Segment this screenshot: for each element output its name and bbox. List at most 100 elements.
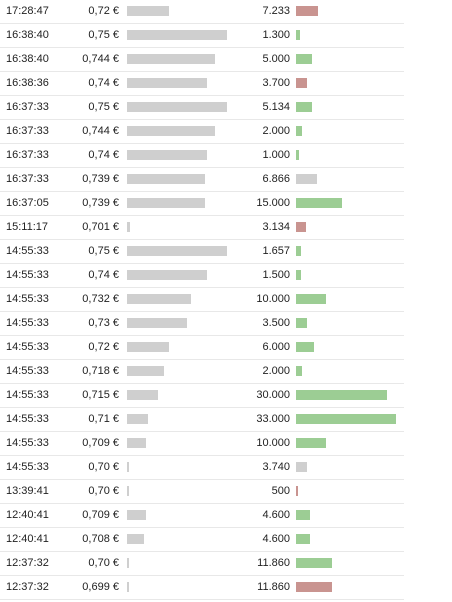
volume-bar-cell [296,528,404,551]
volume-bar [296,558,332,568]
trade-price: 0,744 € [82,53,119,65]
volume-bar-cell [296,336,404,359]
price-bar-cell [127,240,232,263]
price-bar-cell [127,312,232,335]
volume-bar [296,102,312,112]
volume-bar [296,462,307,472]
volume-bar [296,534,310,544]
price-bar [127,6,169,16]
trade-row: 14:55:33 0,74 € 1.500 [0,264,404,288]
volume-bar [296,582,332,592]
price-bar [127,390,158,400]
volume-bar [296,510,310,520]
volume-bar [296,222,306,232]
volume-bar [296,366,302,376]
volume-bar [296,150,299,160]
trade-price: 0,70 € [88,557,119,569]
trade-price: 0,74 € [88,149,119,161]
trade-time: 14:55:33 [6,437,49,449]
price-bar-cell [127,216,232,239]
trade-volume: 500 [271,485,290,497]
volume-bar-cell [296,216,404,239]
trade-time: 14:55:33 [6,341,49,353]
trade-volume: 10.000 [256,293,290,305]
trade-row: 16:37:05 0,739 € 15.000 [0,192,404,216]
volume-bar-cell [296,408,404,431]
price-bar [127,462,129,472]
trade-price: 0,71 € [88,413,119,425]
trade-volume: 33.000 [256,413,290,425]
trade-row: 12:37:32 0,699 € 11.860 [0,576,404,600]
price-bar [127,222,130,232]
price-bar [127,534,144,544]
trade-volume: 1.500 [262,269,290,281]
trade-time: 17:28:47 [6,5,49,17]
volume-bar-cell [296,312,404,335]
volume-bar [296,486,298,496]
trade-price: 0,739 € [82,197,119,209]
trade-time: 14:55:33 [6,317,49,329]
trade-time: 14:55:33 [6,461,49,473]
price-bar-cell [127,384,232,407]
trade-row: 16:37:33 0,75 € 5.134 [0,96,404,120]
price-bar [127,246,227,256]
volume-bar-cell [296,384,404,407]
price-bar [127,414,148,424]
trade-price: 0,739 € [82,173,119,185]
price-bar-cell [127,24,232,47]
trade-row: 14:55:33 0,72 € 6.000 [0,336,404,360]
price-bar-cell [127,168,232,191]
trade-time: 14:55:33 [6,413,49,425]
trade-time: 12:37:32 [6,557,49,569]
volume-bar-cell [296,456,404,479]
trade-time: 16:37:33 [6,149,49,161]
trade-volume: 6.866 [262,173,290,185]
trade-time: 12:40:41 [6,533,49,545]
trade-time: 14:55:33 [6,245,49,257]
price-bar-cell [127,576,232,599]
price-bar-cell [127,360,232,383]
trade-volume: 3.740 [262,461,290,473]
price-bar [127,558,129,568]
trade-row: 14:55:33 0,732 € 10.000 [0,288,404,312]
trade-time: 16:37:33 [6,125,49,137]
volume-bar [296,270,301,280]
trade-row: 14:55:33 0,73 € 3.500 [0,312,404,336]
price-bar-cell [127,264,232,287]
price-bar-cell [127,480,232,503]
trade-price: 0,75 € [88,101,119,113]
volume-bar [296,342,314,352]
trade-time: 14:55:33 [6,269,49,281]
volume-bar-cell [296,144,404,167]
trade-volume: 1.300 [262,29,290,41]
volume-bar-cell [296,96,404,119]
trade-price: 0,70 € [88,461,119,473]
trade-volume: 10.000 [256,437,290,449]
volume-bar-cell [296,288,404,311]
price-bar [127,78,207,88]
trade-volume: 1.657 [262,245,290,257]
trade-time: 16:38:40 [6,29,49,41]
trade-row: 15:11:17 0,701 € 3.134 [0,216,404,240]
trade-price: 0,75 € [88,29,119,41]
price-bar-cell [127,528,232,551]
volume-bar-cell [296,192,404,215]
price-bar [127,438,146,448]
price-bar-cell [127,0,232,23]
price-bar-cell [127,288,232,311]
price-bar [127,174,205,184]
trade-price: 0,718 € [82,365,119,377]
volume-bar [296,414,396,424]
volume-bar [296,30,300,40]
trade-volume: 6.000 [262,341,290,353]
trade-volume: 4.600 [262,509,290,521]
trade-row: 12:40:41 0,708 € 4.600 [0,528,404,552]
trade-row: 16:38:40 0,744 € 5.000 [0,48,404,72]
volume-bar-cell [296,552,404,575]
trade-row: 14:55:33 0,718 € 2.000 [0,360,404,384]
trade-time: 14:55:33 [6,293,49,305]
price-bar-cell [127,144,232,167]
volume-bar [296,6,318,16]
volume-bar-cell [296,576,404,599]
trade-time: 12:37:32 [6,581,49,593]
